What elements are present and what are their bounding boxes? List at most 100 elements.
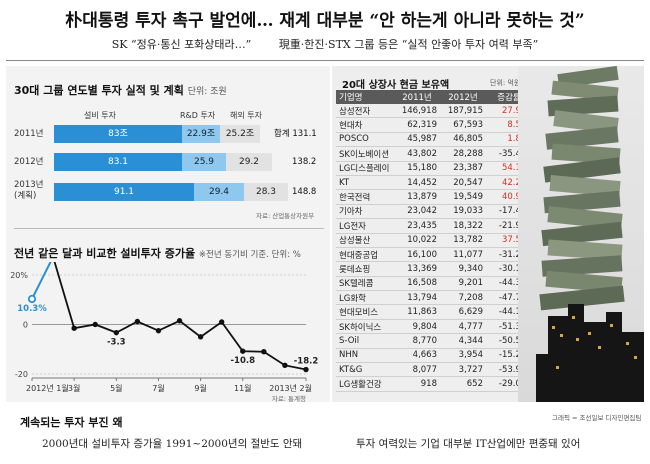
cash-row: NHN 4,663 3,954 -15.2% (336, 348, 532, 364)
investment-title-text: 30대 그룹 연도별 투자 실적 및 계획 (14, 84, 184, 97)
subhead: SK “정유·통신 포화상태라…” 現重·한진·STX 그룹 등은 “실적 안좋… (0, 36, 650, 52)
data-point (155, 327, 162, 334)
cash-company: 롯데쇼핑 (336, 261, 394, 277)
cash-2011: 14,452 (394, 175, 440, 191)
cash-2011: 16,508 (394, 276, 440, 292)
growth-source: 자료: 통계청 (272, 394, 306, 402)
cash-2011: 11,863 (394, 304, 440, 320)
cash-company: LG전자 (336, 218, 394, 234)
cash-2011: 8,077 (394, 362, 440, 378)
money-tower-illustration (518, 66, 644, 402)
cash-2012: 46,805 (440, 132, 486, 148)
cash-row: SK텔레콤 16,508 9,201 -44.3% (336, 276, 532, 292)
subhead-sk: SK “정유·통신 포화상태라…” (111, 38, 252, 51)
cash-2012: 7,208 (440, 290, 486, 306)
x-tick-label: 5월 (110, 383, 122, 393)
cash-2011: 146,918 (394, 104, 440, 119)
investment-unit: 단위: 조원 (187, 87, 227, 97)
cash-2011: 9,804 (394, 319, 440, 335)
footer-line-2: 투자 여력있는 기업 대부분 IT산업에만 편중돼 있어 (356, 438, 581, 450)
investment-title: 30대 그룹 연도별 투자 실적 및 계획 단위: 조원 (14, 82, 227, 98)
cash-header-row: 기업명 2011년 2012년 증감률 (336, 90, 532, 104)
cash-2012: 28,288 (440, 146, 486, 162)
cash-title: 20대 상장사 현금 보유액 (342, 80, 450, 91)
x-tick-label: 2012년 1월 (26, 383, 69, 393)
data-point (176, 318, 183, 324)
cash-2011: 13,879 (394, 189, 440, 205)
data-point (92, 321, 98, 328)
cash-2011: 62,319 (394, 117, 440, 133)
graphic-credit: 그래픽 = 조선일보 디자인편집팀 (552, 414, 642, 422)
bar-equip-2012: 83.1 (54, 153, 182, 171)
headline-rule (6, 60, 644, 61)
cash-2012: 3,727 (440, 362, 486, 378)
y-tick-label: -20 (15, 370, 28, 379)
cash-company: POSCO (336, 132, 394, 148)
col-equip-label: 설비 투자 (84, 111, 116, 120)
cash-row: 현대중공업 16,100 11,077 -31.2% (336, 247, 532, 263)
data-point (218, 319, 225, 325)
cash-row: LG생활건강 918 652 -29.0% (336, 376, 532, 392)
investment-source: 자료: 산업통상자원부 (256, 212, 315, 220)
bar-overseas-2012: 29.2 (226, 153, 272, 171)
left-divider (14, 228, 324, 229)
money-stack-icon (539, 66, 625, 311)
cash-2011: 918 (394, 376, 440, 392)
cash-company: SK이노베이션 (336, 146, 394, 162)
cash-2012: 9,340 (440, 261, 486, 277)
data-point (282, 362, 288, 369)
cash-company: 삼성물산 (336, 233, 394, 248)
cash-2012: 3,954 (440, 348, 486, 364)
bar-equip-2011: 83조 (54, 125, 182, 143)
footer-subtitle: 계속되는 투자 부진 왜 (20, 416, 123, 429)
cash-2011: 23,042 (394, 204, 440, 220)
cash-company: 기아차 (336, 204, 394, 220)
cash-row: KT&G 8,077 3,727 -53.9% (336, 362, 532, 378)
cash-company: 현대중공업 (336, 247, 394, 263)
bar-overseas-2011: 25.2조 (220, 125, 260, 143)
cash-row: 기아차 23,042 19,033 -17.4% (336, 204, 532, 220)
cash-2012: 187,915 (440, 104, 486, 119)
cash-2012: 20,547 (440, 175, 486, 191)
cash-company: 한국전력 (336, 189, 394, 205)
cash-2012: 23,387 (440, 161, 486, 176)
row-year-2013-note: (계획) (14, 191, 37, 201)
row-year-2012: 2012년 (14, 157, 44, 167)
cash-2011: 8,770 (394, 333, 440, 349)
cash-2012: 13,782 (440, 233, 486, 248)
data-label: -3.3 (107, 338, 126, 348)
cash-company: KT&G (336, 362, 394, 378)
cash-2012: 18,322 (440, 218, 486, 234)
cash-2011: 23,435 (394, 218, 440, 234)
col-rnd-label: R&D 투자 (180, 111, 216, 120)
growth-title: 전년 같은 달과 비교한 설비투자 증가율 ※전년 동기비 기준. 단위: % (14, 245, 301, 261)
cash-2011: 43,802 (394, 146, 440, 162)
data-point (27, 294, 37, 304)
cash-2012: 19,033 (440, 204, 486, 220)
total-2013: 148.8 (292, 187, 317, 197)
data-point (197, 334, 204, 340)
data-point (303, 366, 309, 373)
cash-company: SK텔레콤 (336, 276, 394, 292)
total-2011: 합계 131.1 (274, 125, 317, 143)
series-line (53, 262, 307, 371)
col-overseas-label: 해외 투자 (230, 111, 262, 120)
cash-row: LG전자 23,435 18,322 -21.9% (336, 218, 532, 234)
row-year-2011: 2011년 (14, 129, 44, 139)
left-panel (6, 66, 330, 402)
cash-2011: 15,180 (394, 161, 440, 176)
x-tick-label: 3월 (68, 383, 80, 393)
cash-row: KT 14,452 20,547 42.2% (336, 175, 532, 191)
cash-company: NHN (336, 348, 394, 364)
cash-2012: 11,077 (440, 247, 486, 263)
data-label: 10.3% (17, 304, 47, 314)
row-year-2013-year: 2013년 (14, 180, 44, 190)
cash-2012: 67,593 (440, 117, 486, 133)
cash-table: 기업명 2011년 2012년 증감률 삼성전자 146,918 187,915 27… (336, 90, 532, 392)
cash-header-company: 기업명 (336, 90, 394, 104)
x-tick-label: 7월 (152, 383, 164, 393)
cash-unit: 단위: 억원 (490, 79, 521, 87)
total-value-2011: 131.1 (292, 129, 317, 139)
